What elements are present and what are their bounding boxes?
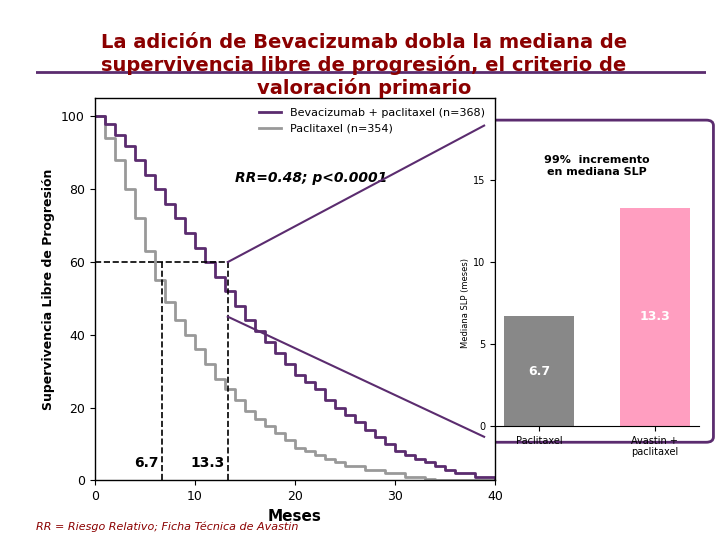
Y-axis label: Supervivencia Libre de Progresión: Supervivencia Libre de Progresión bbox=[42, 169, 55, 410]
Text: RR = Riesgo Relativo; Ficha Técnica de Avastin: RR = Riesgo Relativo; Ficha Técnica de A… bbox=[36, 521, 298, 532]
Bar bbox=[620, 208, 689, 426]
Text: RR=0.48; p<0.0001: RR=0.48; p<0.0001 bbox=[235, 171, 387, 185]
Legend: Bevacizumab + paclitaxel (n=368), Paclitaxel (n=354): Bevacizumab + paclitaxel (n=368), Paclit… bbox=[255, 104, 489, 138]
Text: La adición de Bevacizumab dobla la mediana de
supervivencia libre de progresión,: La adición de Bevacizumab dobla la media… bbox=[101, 33, 627, 98]
X-axis label: Meses: Meses bbox=[268, 509, 322, 524]
Text: 6.7: 6.7 bbox=[134, 455, 159, 470]
Bar bbox=[505, 316, 574, 426]
Text: 6.7: 6.7 bbox=[528, 365, 550, 377]
Text: 13.3: 13.3 bbox=[639, 311, 670, 323]
Y-axis label: Mediana SLP (meses): Mediana SLP (meses) bbox=[461, 258, 470, 348]
Title: 99%  incremento
en mediana SLP: 99% incremento en mediana SLP bbox=[544, 155, 650, 176]
Text: 13.3: 13.3 bbox=[191, 455, 225, 470]
